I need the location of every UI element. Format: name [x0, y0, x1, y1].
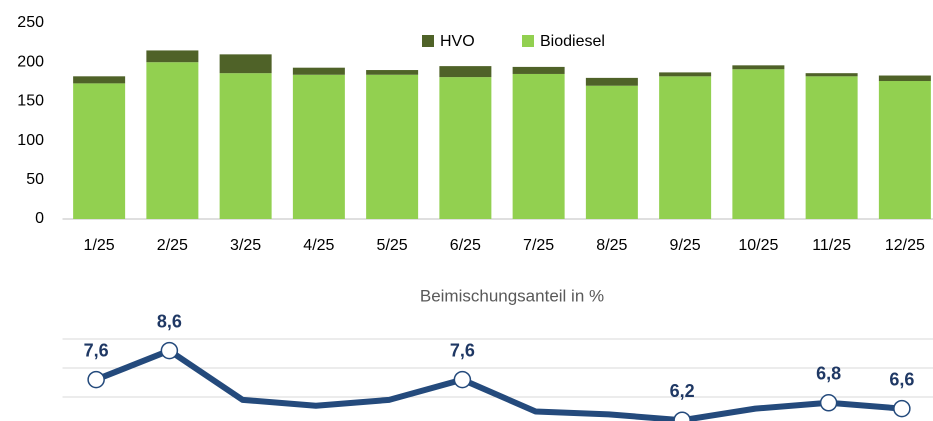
line-title: Beimischungsanteil in % — [420, 286, 604, 305]
data-label: 7,6 — [84, 340, 109, 360]
point-marker — [673, 411, 691, 421]
bar-segment — [512, 66, 565, 74]
data-label: 6,8 — [816, 364, 841, 384]
line — [95, 347, 903, 421]
bar-segment — [73, 76, 126, 84]
bar-segment — [439, 77, 492, 219]
point-marker — [87, 370, 105, 389]
data-label: 8,6 — [157, 311, 182, 331]
bar-segment — [732, 69, 785, 219]
x-tick-label: 11/25 — [812, 237, 851, 254]
y-tick-label: 150 — [17, 93, 44, 110]
x-tick-label: 5/25 — [377, 237, 408, 254]
bar-segment — [585, 77, 638, 86]
bar-segment — [292, 74, 345, 219]
y-tick-label: 200 — [17, 53, 44, 70]
bar-segment — [439, 66, 492, 78]
x-tick-label: 2/25 — [157, 237, 188, 254]
bar-segment — [512, 73, 565, 220]
point-marker — [453, 370, 472, 389]
bar-segment — [659, 76, 712, 219]
bar-segment — [878, 75, 931, 82]
legend-swatch — [522, 35, 534, 47]
bar-segment — [659, 72, 712, 77]
bar-segment — [366, 70, 419, 75]
x-tick-label: 4/25 — [303, 237, 334, 254]
x-tick-label: 3/25 — [230, 237, 261, 254]
bar-segment — [805, 76, 858, 219]
legend-label: HVO — [440, 33, 475, 50]
bar-segment — [805, 73, 858, 77]
data-label: 6,6 — [889, 369, 914, 389]
data-label: 7,6 — [450, 340, 475, 360]
bar-segment — [73, 83, 126, 219]
x-tick-label: 7/25 — [523, 237, 554, 254]
y-tick-label: 100 — [17, 132, 44, 149]
bar-segment — [366, 74, 419, 219]
point-marker — [160, 341, 179, 360]
point-marker — [893, 399, 911, 418]
y-tick-label: 50 — [26, 171, 44, 188]
bar-segment — [292, 67, 345, 75]
bar-segment — [146, 50, 199, 63]
bar-segment — [732, 65, 785, 70]
bar-segment — [146, 62, 199, 220]
legend-swatch — [422, 35, 434, 47]
bar-segment — [219, 73, 272, 220]
x-tick-label: 12/25 — [885, 237, 925, 254]
bar-segment — [585, 85, 638, 219]
point-marker — [819, 394, 838, 412]
x-tick-label: 9/25 — [670, 237, 701, 254]
data-label: 6,2 — [670, 381, 695, 401]
x-tick-label: 1/25 — [84, 237, 115, 254]
x-tick-label: 6/25 — [450, 237, 481, 254]
legend-label: Biodiesel — [540, 33, 605, 50]
y-tick-label: 0 — [35, 210, 44, 227]
x-tick-label: 10/25 — [738, 237, 778, 254]
bar-segment — [878, 81, 931, 220]
bar-segment — [219, 54, 272, 74]
x-tick-label: 8/25 — [596, 237, 627, 254]
y-tick-label: 250 — [17, 14, 44, 31]
